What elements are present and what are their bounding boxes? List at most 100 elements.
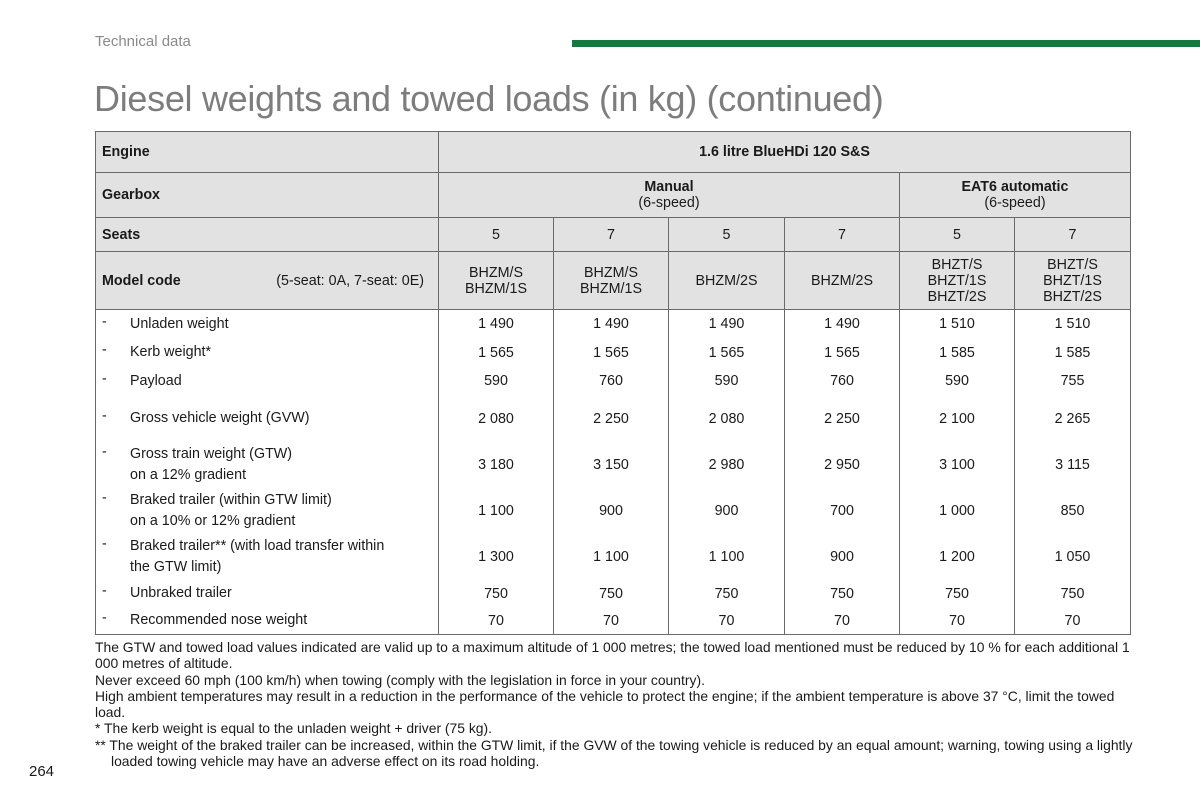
gearbox-name: EAT6 automatic: [961, 179, 1069, 195]
table-cell: 900: [784, 533, 900, 580]
model-code-cell: BHZM/2S: [668, 251, 785, 310]
engine-value: 1.6 litre BlueHDi 120 S&S: [438, 131, 1131, 173]
seats-cell: 5: [668, 217, 785, 252]
table-cell: 1 300: [438, 533, 554, 580]
table-cell: 3 180: [438, 441, 554, 488]
note-braked-trailer: ** The weight of the braked trailer can …: [95, 736, 1133, 770]
row-label-line: Kerb weight*: [130, 344, 212, 360]
gearbox-row: Gearbox Manual (6-speed) EAT6 automatic …: [95, 172, 1131, 218]
dash-bullet: -: [102, 583, 107, 599]
row-label-line: Payload: [130, 372, 182, 389]
seats-cell: 5: [899, 217, 1015, 252]
model-code-row: Model code (5-seat: 0A, 7-seat: 0E) BHZM…: [95, 251, 1131, 310]
table-cell: 1 490: [668, 309, 785, 339]
model-code: BHZM/S: [468, 264, 523, 281]
page-number: 264: [29, 763, 55, 780]
table-cell: 3 115: [1014, 441, 1131, 488]
table-cell: 760: [553, 366, 669, 396]
table-cell: 3 100: [899, 441, 1015, 488]
row-label: - Unbraked trailer: [95, 579, 439, 608]
model-code: BHZT/2S: [1043, 288, 1102, 305]
row-label: - Braked trailer** (with load transfer wi…: [95, 533, 439, 580]
note-kerb-weight: * The kerb weight is equal to the unlade…: [95, 720, 493, 737]
gearbox-automatic: EAT6 automatic (6-speed): [899, 172, 1131, 218]
gearbox-label: Gearbox: [95, 172, 439, 218]
table-row: - Gross train weight (GTW) on a 12% gradie…: [95, 441, 1131, 488]
table-cell: 750: [784, 579, 900, 608]
dash-bullet: -: [102, 535, 107, 552]
table-cell: 1 100: [668, 533, 785, 580]
table-row: - Kerb weight* 1 565 1 565 1 565 1 565 1 …: [95, 338, 1131, 367]
table-row: - Braked trailer** (with load transfer wi…: [95, 533, 1131, 580]
table-cell: 1 565: [553, 338, 669, 367]
gearbox-name: Manual: [644, 179, 694, 195]
model-code: BHZT/1S: [927, 272, 987, 289]
dash-bullet: -: [102, 610, 107, 627]
table-cell: 1 585: [1014, 338, 1131, 367]
model-code: BHZT/S: [931, 256, 983, 273]
table-cell: 760: [784, 366, 900, 396]
row-label: - Unladen weight: [95, 309, 439, 339]
model-code-label: Model code: [102, 272, 181, 289]
dash-bullet: -: [102, 313, 107, 330]
dash-bullet: -: [102, 443, 107, 460]
seats-cell: 5: [438, 217, 554, 252]
table-cell: 1 565: [668, 338, 785, 367]
table-row: - Recommended nose weight 70 70 70 70 70 …: [95, 607, 1131, 635]
table-cell: 755: [1014, 366, 1131, 396]
seats-label: Seats: [95, 217, 439, 252]
model-code: BHZT/S: [1047, 256, 1098, 273]
row-label-line: Recommended nose weight: [130, 612, 308, 629]
table-cell: 900: [668, 487, 785, 534]
table-row: - Gross vehicle weight (GVW) 2 080 2 250 …: [95, 395, 1131, 442]
dash-bullet: -: [102, 370, 107, 387]
table-cell: 1 100: [553, 533, 669, 580]
row-label-line: Unladen weight: [130, 315, 229, 332]
row-label-line: Gross train weight (GTW): [130, 445, 293, 462]
table-cell: 900: [553, 487, 669, 534]
seats-cell: 7: [784, 217, 900, 252]
table-cell: 70: [1014, 607, 1131, 635]
table-cell: 1 050: [1014, 533, 1131, 580]
table-cell: 70: [899, 607, 1015, 635]
model-code: BHZM/2S: [695, 272, 758, 289]
model-code-cell: BHZM/S BHZM/1S: [553, 251, 669, 310]
row-label-line: the GTW limit): [130, 558, 222, 575]
row-label-line: on a 12% gradient: [130, 466, 247, 483]
model-code: BHZM/1S: [465, 280, 527, 297]
table-cell: 70: [668, 607, 785, 635]
table-cell: 1 510: [1014, 309, 1131, 339]
model-code-label-cell: Model code (5-seat: 0A, 7-seat: 0E): [95, 251, 439, 310]
row-label-line: Gross vehicle weight (GVW): [130, 410, 310, 426]
table-cell: 590: [668, 366, 785, 396]
engine-row: Engine 1.6 litre BlueHDi 120 S&S: [95, 131, 1131, 173]
model-code: BHZM/S: [583, 264, 638, 281]
table-cell: 750: [438, 579, 554, 608]
table-cell: 1 585: [899, 338, 1015, 367]
row-label-line: Braked trailer (within GTW limit): [130, 491, 332, 508]
model-code: BHZM/2S: [811, 272, 873, 289]
table-cell: 2 100: [899, 395, 1015, 442]
model-code-cell: BHZM/2S: [784, 251, 900, 310]
table-cell: 700: [784, 487, 900, 534]
table-cell: 750: [668, 579, 785, 608]
gearbox-detail: (6-speed): [638, 195, 700, 211]
table-cell: 2 250: [553, 395, 669, 442]
engine-label: Engine: [95, 131, 439, 173]
row-label-line: on a 10% or 12% gradient: [130, 512, 296, 529]
weights-table: Engine 1.6 litre BlueHDi 120 S&S Gearbox…: [95, 131, 1131, 635]
table-cell: 1 490: [438, 309, 554, 339]
table-cell: 2 980: [668, 441, 785, 488]
row-label: - Gross train weight (GTW) on a 12% gradie…: [95, 441, 439, 488]
table-cell: 750: [899, 579, 1015, 608]
note-altitude: The GTW and towed load values indicated …: [95, 639, 1130, 672]
row-label-line: Braked trailer** (with load transfer wit…: [130, 537, 385, 554]
table-row: - Unbraked trailer 750 750 750 750 750 75…: [95, 579, 1131, 608]
model-code: BHZT/1S: [1043, 272, 1102, 289]
table-cell: 1 490: [553, 309, 669, 339]
seats-cell: 7: [1014, 217, 1131, 252]
row-label: - Braked trailer (within GTW limit) on a 1…: [95, 487, 439, 534]
table-row: - Unladen weight 1 490 1 490 1 490 1 490 …: [95, 309, 1131, 339]
note-speed: Never exceed 60 mph (100 km/h) when towi…: [95, 671, 705, 688]
seats-row: Seats 5 7 5 7 5 7: [95, 217, 1131, 252]
